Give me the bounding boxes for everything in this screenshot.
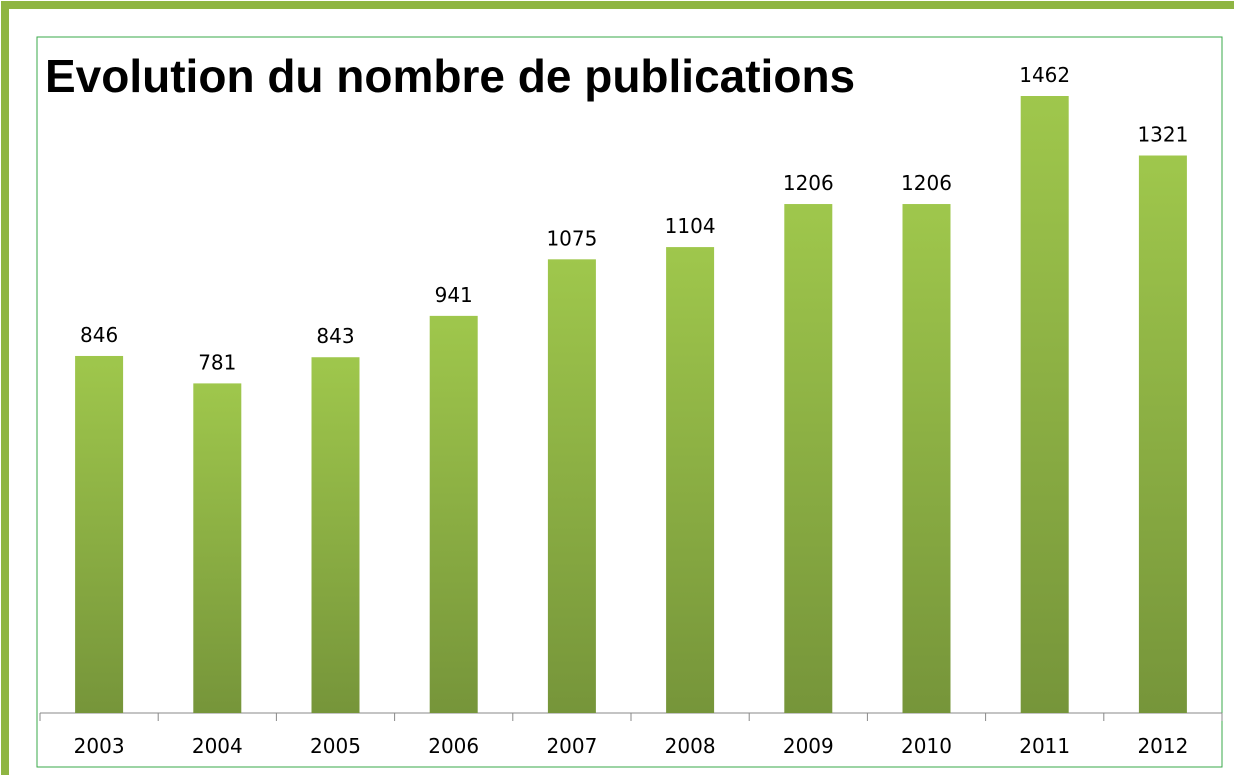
x-tick-label: 2005 [310,734,361,758]
chart-title: Evolution du nombre de publications [45,50,855,102]
data-label: 846 [80,323,118,347]
x-tick-label: 2009 [783,734,834,758]
x-tick-label: 2010 [901,734,952,758]
x-tick-label: 2007 [546,734,597,758]
bar [1138,155,1187,713]
x-tick-label: 2004 [192,734,243,758]
bar [311,357,360,713]
bar [784,204,833,713]
bar [75,355,124,713]
x-tick-label: 2011 [1019,734,1070,758]
data-label: 1075 [546,226,597,250]
data-label: 1104 [665,214,716,238]
bar [666,247,715,713]
bar [902,204,951,713]
bar [547,259,596,713]
data-label: 1321 [1137,123,1188,147]
data-label: 941 [435,283,473,307]
x-tick-label: 2008 [665,734,716,758]
data-label: 1206 [901,171,952,195]
data-label: 843 [316,324,354,348]
bar [1020,96,1069,713]
bar [429,315,478,713]
data-label: 781 [198,350,236,374]
x-tick-label: 2003 [74,734,125,758]
x-tick-label: 2012 [1137,734,1188,758]
x-tick-label: 2006 [428,734,479,758]
data-label: 1206 [783,171,834,195]
bar [193,383,242,713]
data-label: 1462 [1019,63,1070,87]
